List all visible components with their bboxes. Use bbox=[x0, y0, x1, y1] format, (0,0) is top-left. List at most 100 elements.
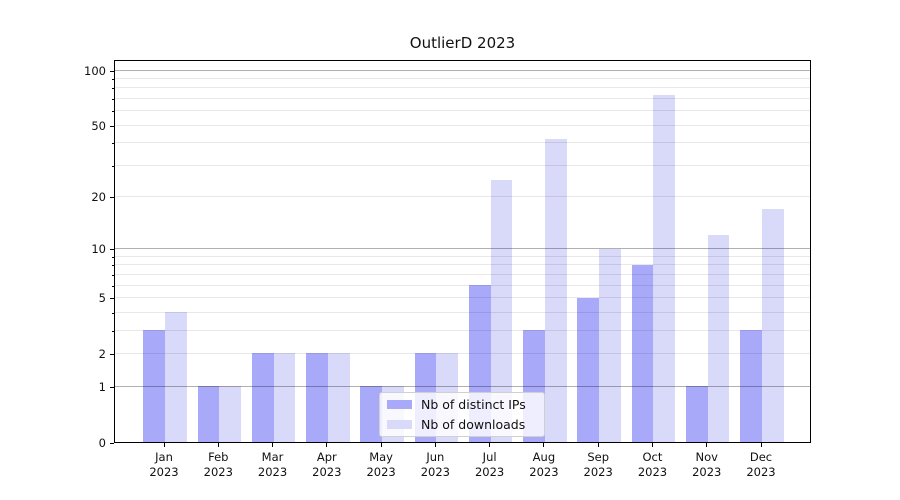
y-axis-tick-label: 5 bbox=[98, 291, 106, 306]
x-label-year: 2023 bbox=[366, 465, 396, 479]
y-axis-tick-label: 0 bbox=[98, 435, 106, 450]
y-minor-tick-mark bbox=[111, 143, 114, 145]
y-minor-tick-mark bbox=[111, 111, 114, 113]
x-label-year: 2023 bbox=[203, 465, 233, 479]
x-tick-mark bbox=[163, 443, 165, 447]
x-label-month: Dec bbox=[749, 450, 773, 464]
x-tick-mark bbox=[706, 443, 708, 447]
x-label-month: Apr bbox=[316, 450, 337, 464]
x-tick-mark bbox=[760, 443, 762, 447]
y-tick-mark bbox=[110, 298, 114, 300]
x-axis-tick-label: Feb 2023 bbox=[190, 450, 246, 480]
chart-title: OutlierD 2023 bbox=[409, 34, 516, 52]
gridline-minor bbox=[115, 164, 810, 166]
bar-nb-of-distinct-ips-dec bbox=[740, 330, 762, 442]
legend: Nb of distinct IPs Nb of downloads bbox=[379, 392, 545, 437]
x-tick-mark bbox=[489, 443, 491, 447]
x-axis-tick-label: Oct 2023 bbox=[624, 450, 680, 480]
gridline-major bbox=[115, 248, 810, 250]
legend-item-distinct-ips: Nb of distinct IPs bbox=[380, 397, 544, 412]
y-axis-tick-label: 2 bbox=[98, 346, 106, 361]
y-minor-tick-mark bbox=[111, 99, 114, 101]
bar-nb-of-distinct-ips-mar bbox=[251, 353, 274, 442]
y-minor-tick-mark bbox=[111, 88, 114, 90]
y-axis-tick-label: 1 bbox=[98, 379, 106, 394]
gridline-major bbox=[115, 385, 810, 387]
y-tick-mark bbox=[110, 125, 114, 127]
bar-nb-of-distinct-ips-feb bbox=[197, 386, 220, 442]
y-tick-mark bbox=[110, 442, 114, 444]
gridline-minor bbox=[115, 284, 810, 286]
y-minor-tick-mark bbox=[111, 79, 114, 81]
gridline-minor bbox=[115, 329, 810, 331]
gridline-minor bbox=[115, 98, 810, 100]
x-axis-tick-label: Jul 2023 bbox=[462, 450, 518, 480]
x-axis-tick-label: Mar 2023 bbox=[245, 450, 301, 480]
x-label-month: Feb bbox=[208, 450, 229, 464]
y-axis-tick-label: 100 bbox=[84, 63, 106, 78]
x-label-month: Mar bbox=[261, 450, 284, 464]
x-label-year: 2023 bbox=[257, 465, 288, 479]
x-tick-mark bbox=[597, 443, 599, 447]
bar-nb-of-downloads-jul bbox=[490, 179, 513, 442]
y-minor-tick-mark bbox=[111, 256, 114, 258]
y-tick-mark bbox=[110, 386, 114, 388]
gridline-minor bbox=[115, 264, 810, 266]
x-label-year: 2023 bbox=[420, 465, 450, 479]
x-label-month: Jul bbox=[482, 450, 497, 464]
gridline-minor bbox=[115, 273, 810, 275]
y-axis-tick-label: 10 bbox=[91, 242, 106, 257]
y-tick-mark bbox=[110, 70, 114, 72]
bar-nb-of-downloads-apr bbox=[327, 353, 350, 442]
bar-nb-of-downloads-dec bbox=[762, 209, 784, 442]
x-label-year: 2023 bbox=[529, 465, 559, 479]
bar-nb-of-distinct-ips-oct bbox=[631, 264, 654, 442]
legend-label-downloads: Nb of downloads bbox=[421, 416, 526, 432]
x-tick-mark bbox=[651, 443, 653, 447]
y-tick-mark bbox=[110, 249, 114, 251]
x-label-month: Nov bbox=[695, 450, 718, 464]
legend-swatch-downloads bbox=[387, 419, 412, 429]
x-axis-tick-label: Jun 2023 bbox=[407, 450, 463, 480]
gridline-minor bbox=[115, 110, 810, 112]
x-label-year: 2023 bbox=[474, 465, 505, 479]
x-label-month: Aug bbox=[532, 450, 556, 464]
bar-nb-of-downloads-aug bbox=[544, 138, 567, 442]
x-label-month: Sep bbox=[587, 450, 610, 464]
x-label-month: Jan bbox=[155, 450, 173, 464]
x-label-year: 2023 bbox=[692, 465, 722, 479]
x-tick-mark bbox=[380, 443, 382, 447]
bar-nb-of-distinct-ips-nov bbox=[686, 386, 708, 442]
gridline-minor bbox=[115, 87, 810, 89]
legend-item-downloads: Nb of downloads bbox=[380, 417, 544, 432]
x-tick-mark bbox=[217, 443, 219, 447]
bar-nb-of-downloads-nov bbox=[707, 235, 730, 442]
x-tick-mark bbox=[434, 443, 436, 447]
x-label-year: 2023 bbox=[312, 465, 342, 479]
legend-swatch-distinct-ips bbox=[387, 400, 412, 410]
x-axis-tick-label: Sep 2023 bbox=[570, 450, 626, 480]
bar-nb-of-downloads-oct bbox=[653, 95, 676, 442]
gridline-minor bbox=[115, 142, 810, 144]
y-minor-tick-mark bbox=[111, 165, 114, 167]
x-label-year: 2023 bbox=[149, 465, 179, 479]
y-tick-mark bbox=[110, 353, 114, 355]
y-minor-tick-mark bbox=[111, 274, 114, 276]
x-label-month: Jun bbox=[426, 450, 445, 464]
bar-nb-of-distinct-ips-may bbox=[360, 386, 383, 442]
gridline-major bbox=[115, 69, 810, 71]
x-label-month: Oct bbox=[642, 450, 663, 464]
gridline-minor bbox=[115, 311, 810, 313]
x-label-year: 2023 bbox=[583, 465, 613, 479]
y-tick-mark bbox=[110, 197, 114, 199]
bar-nb-of-downloads-jan bbox=[165, 312, 187, 442]
y-minor-tick-mark bbox=[111, 330, 114, 332]
x-axis-tick-label: Aug 2023 bbox=[516, 450, 572, 480]
y-minor-tick-mark bbox=[111, 312, 114, 314]
x-tick-mark bbox=[272, 443, 274, 447]
x-label-year: 2023 bbox=[746, 465, 776, 479]
y-axis-tick-label: 50 bbox=[91, 118, 106, 133]
gridline-minor bbox=[115, 78, 810, 80]
x-axis-tick-label: Apr 2023 bbox=[299, 450, 355, 480]
